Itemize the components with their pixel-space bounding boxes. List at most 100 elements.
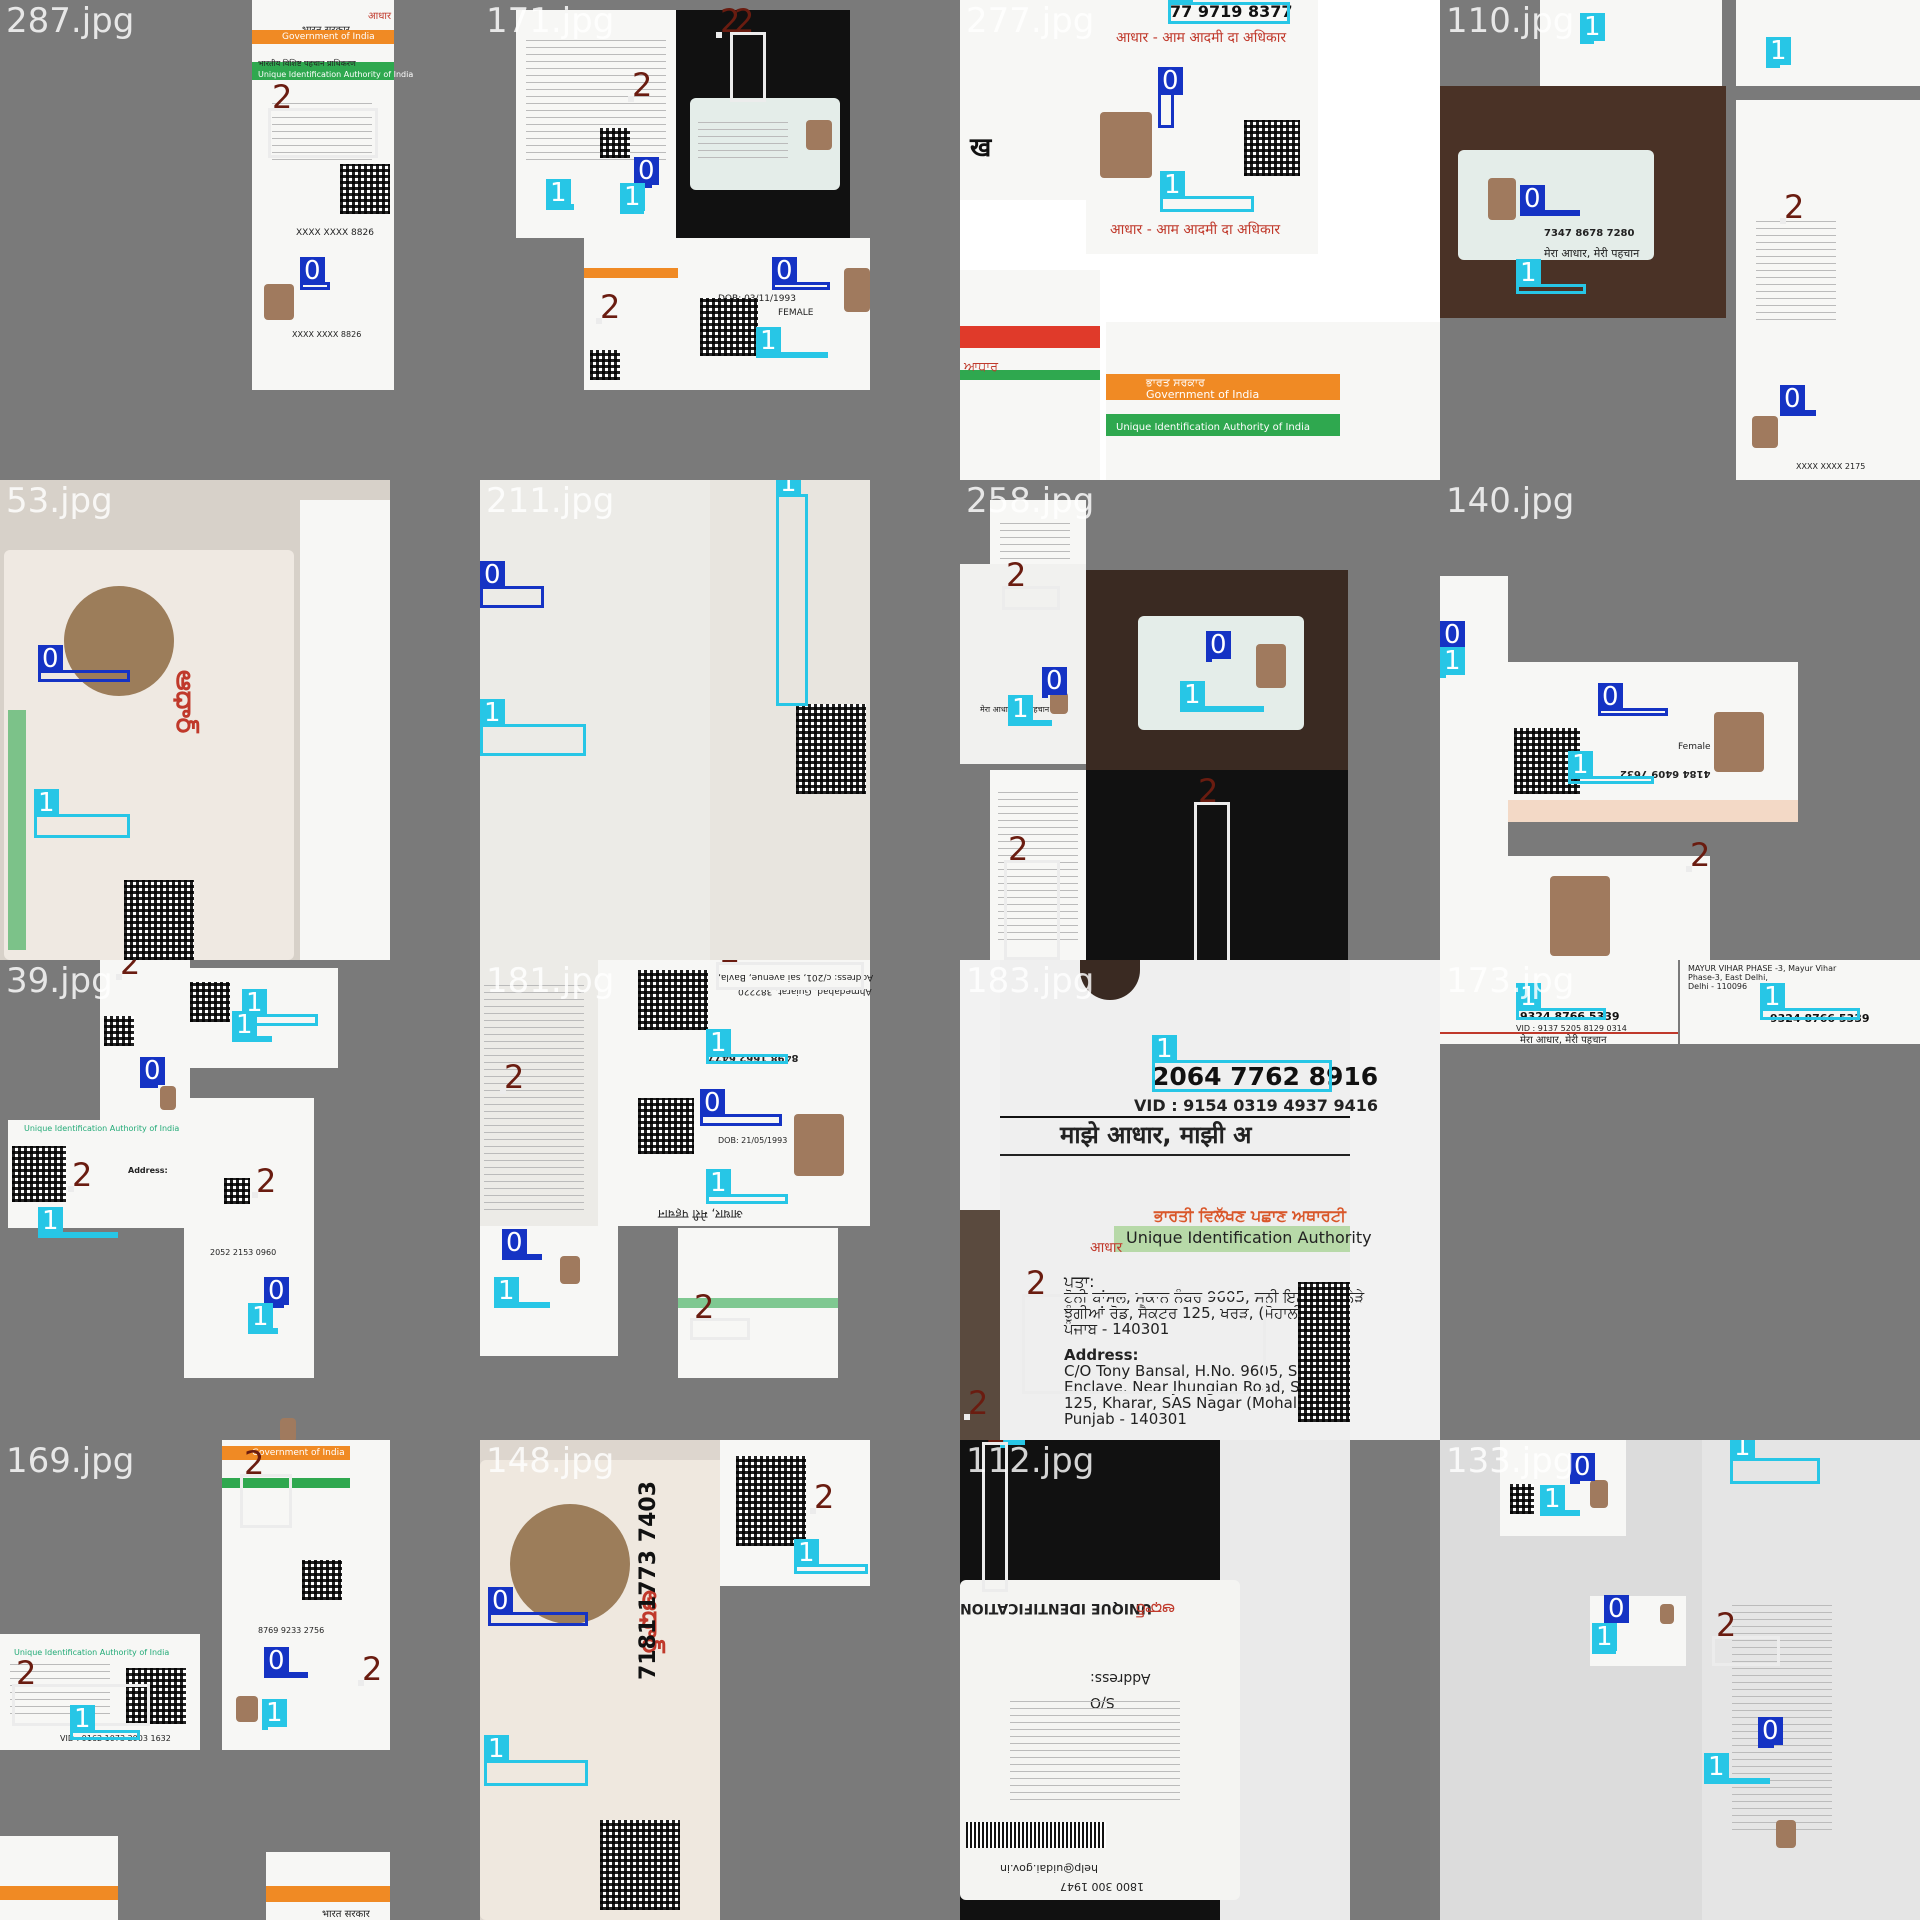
annotation-box: 0 <box>1520 185 1580 216</box>
annotation-box: 2 <box>716 5 740 38</box>
mosaic-tile: FEMALE DOB: 03/11/1993 171.jpg 2 2 0 1 1… <box>480 0 960 480</box>
tile-text: 8769 9233 2756 <box>258 1626 325 1635</box>
annotation-box: 2 <box>1002 559 1060 610</box>
tile-text: Delhi - 110096 <box>1688 982 1748 991</box>
tile-text: Government of India <box>282 32 375 42</box>
class-label: 0 <box>634 157 659 185</box>
class-label: 0 <box>1604 1595 1629 1623</box>
annotation-box: 1 <box>494 1277 550 1308</box>
annotation-box: 1 <box>620 183 645 214</box>
class-label: 2 <box>1008 830 1029 868</box>
class-label: 1 <box>1568 751 1593 779</box>
class-label: 0 <box>1206 631 1231 659</box>
tile-filename: 258.jpg <box>966 481 1095 521</box>
class-label: 2 <box>16 1654 37 1692</box>
tile-text: FEMALE <box>778 308 814 318</box>
tile-text: Female <box>1678 742 1711 752</box>
annotation-box: 0 <box>502 1229 542 1260</box>
class-label: 0 <box>772 257 797 285</box>
mosaic-tile: UNIQUE IDENTIFICATION ఆధార్ Address: S/O… <box>960 1440 1440 1920</box>
annotation-box: 1 <box>248 1303 278 1334</box>
class-label: 1 <box>484 1735 509 1763</box>
annotation-box: 2 <box>730 5 766 102</box>
class-label: 0 <box>1520 185 1545 213</box>
class-label: 1 <box>1516 983 1541 1011</box>
class-label: 1 <box>1516 259 1541 287</box>
class-label: 1 <box>620 183 645 211</box>
tile-text: 2064 7762 8916 <box>1152 1062 1379 1091</box>
class-label: 0 <box>264 1647 289 1675</box>
tile-text: आधार - आम आदमी दा अधिकार <box>1110 222 1281 238</box>
class-label: 1 <box>706 1029 731 1057</box>
class-label: 1 <box>1440 647 1465 675</box>
tile-filename: 112.jpg <box>966 1441 1095 1481</box>
tile-text: Address: <box>1064 1346 1139 1364</box>
class-label: 1 <box>1008 695 1033 723</box>
annotation-box: 1 <box>484 1735 588 1786</box>
class-label: 1 <box>1730 1440 1755 1461</box>
tile-text: VID : 9154 0319 4937 9416 <box>1134 1096 1378 1115</box>
class-label: 2 <box>600 288 621 326</box>
class-label: 1 <box>38 1207 63 1235</box>
tile-text: UNIQUE IDENTIFICATION <box>960 1600 1153 1616</box>
annotation-box: 2 <box>628 69 652 102</box>
class-label: 1 <box>706 1169 731 1197</box>
tile-text: 7181 1773 7403 <box>636 1480 661 1680</box>
annotation-box: 1 <box>1760 983 1860 1020</box>
tile-text: ਭਾਰਤ ਸਰਕਾਰ <box>1146 376 1205 389</box>
annotation-box: 0 <box>1758 1717 1783 1748</box>
tile-filename: 181.jpg <box>486 961 615 1001</box>
class-label: 1 <box>1704 1753 1729 1781</box>
tile-filename: 39.jpg <box>6 961 113 1001</box>
annotation-box: 2 <box>690 1291 750 1340</box>
annotation-box: 0 <box>1780 385 1816 416</box>
annotation-box: 2 <box>116 960 140 980</box>
annotation-box: 0 <box>480 561 544 608</box>
tile-text: XXXX XXXX 8826 <box>296 228 374 238</box>
annotation-box: 0 <box>700 1089 782 1126</box>
annotation-box: 1 <box>756 327 828 358</box>
class-label: 1 <box>794 1539 819 1567</box>
annotation-box: 2 <box>1712 1609 1780 1666</box>
tile-text: ਝੁੰਗੀਆਂ ਰੋਡ, ਸੈਕਟਰ 125, ਖਰੜ, (ਮੋਹਾਲੀ), <box>1064 1304 1313 1322</box>
tile-text: मेरा आधार, मेरी पहचान <box>1520 1035 1607 1046</box>
class-label: 1 <box>1152 1035 1177 1063</box>
tile-text: आधार, मेरी पहचान <box>658 1207 743 1221</box>
class-label: 1 <box>70 1705 95 1733</box>
tile-text: भारतीय विशिष्ट पहचान प्राधिकरण <box>258 59 356 68</box>
annotation-box: 2 <box>252 1165 276 1198</box>
tile-image: UNIQUE IDENTIFICATION ఆధార్ Address: S/O… <box>960 1440 1440 1920</box>
annotation-box: 2 <box>964 1387 988 1420</box>
class-label: 1 <box>1540 1485 1565 1513</box>
class-label: 1 <box>1592 1623 1617 1651</box>
class-label: 1 <box>1160 171 1185 199</box>
tile-text: Government of India <box>252 1448 345 1458</box>
annotation-box: 1 <box>38 1207 118 1238</box>
class-label: 2 <box>720 2 741 40</box>
tile-text: मेरा आधार, मेरी पहचान <box>1544 247 1640 260</box>
mosaic-tile: 4184 6409 7632 Female 140.jpg 0 1 0 1 2 <box>1440 480 1920 960</box>
tile-image: FEMALE DOB: 03/11/1993 <box>480 0 960 480</box>
class-label: 1 <box>480 699 505 727</box>
tile-filename: 148.jpg <box>486 1441 615 1481</box>
annotation-box: 1 <box>1568 751 1654 784</box>
annotation-box: 2 <box>1780 191 1804 224</box>
annotation-box: 2 <box>716 960 864 990</box>
class-label: 2 <box>1716 1606 1737 1644</box>
class-label: 1 <box>1000 1440 1025 1445</box>
tile-text: Address: <box>1090 1670 1151 1686</box>
annotation-box: 1 <box>34 789 130 838</box>
class-label: 1 <box>1180 681 1205 709</box>
annotation-box: 1 <box>70 1705 140 1740</box>
annotation-box: 2 <box>358 1653 382 1686</box>
class-label: 2 <box>734 2 755 40</box>
class-label: 0 <box>480 561 505 589</box>
annotation-box: 1 <box>1180 681 1264 712</box>
class-label: 2 <box>814 1478 835 1516</box>
tile-text: Unique Identification Authority of India <box>1116 422 1311 433</box>
tile-text: 2052 2153 0960 <box>210 1248 277 1257</box>
annotation-box: 1 <box>706 1029 788 1064</box>
tile-filename: 110.jpg <box>1446 1 1575 41</box>
annotation-box: 0 <box>140 1057 165 1088</box>
annotation-box: 2 <box>596 291 620 324</box>
